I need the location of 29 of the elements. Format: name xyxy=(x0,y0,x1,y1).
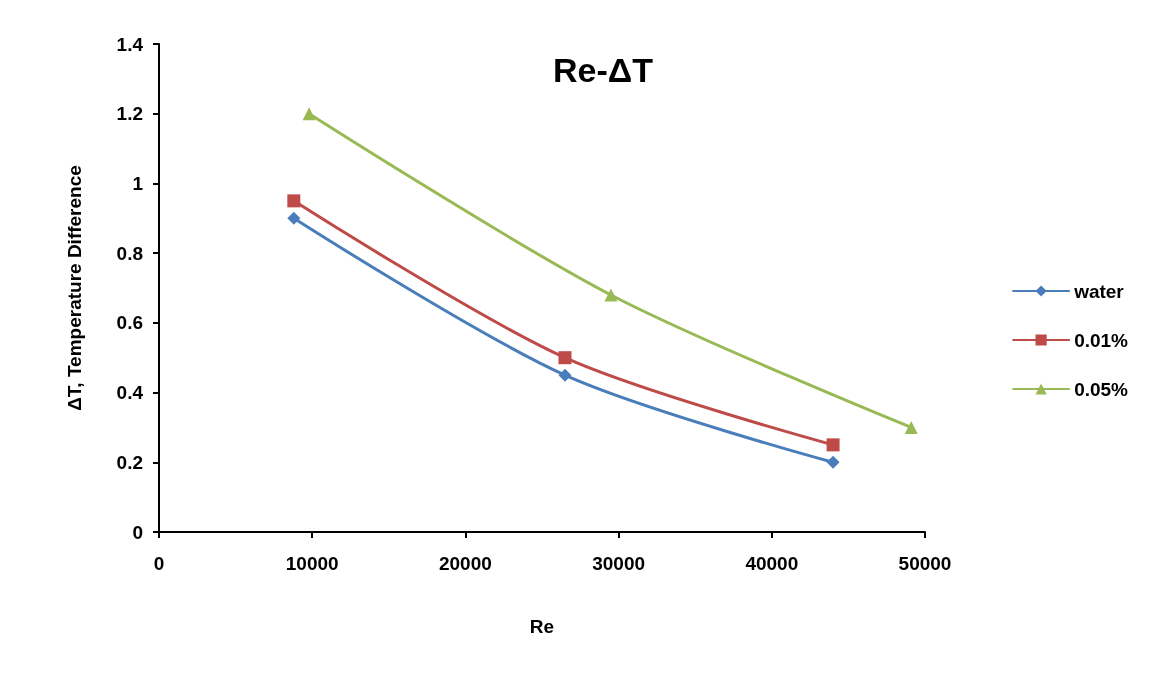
chart-title: Re-ΔT xyxy=(553,51,654,89)
legend-label: 0.01% xyxy=(1074,329,1129,351)
x-tick-label: 10000 xyxy=(285,553,339,574)
point xyxy=(287,211,301,225)
y-axis-title: ΔT, Temperature Difference xyxy=(64,165,85,411)
x-tick-label: 50000 xyxy=(898,553,952,574)
point xyxy=(302,107,316,121)
y-tick-label: 0.6 xyxy=(116,312,143,334)
point xyxy=(287,194,301,208)
y-tick-label: 0.4 xyxy=(116,382,144,404)
y-tick-label: 1.4 xyxy=(116,33,144,55)
x-tick-label: 0 xyxy=(153,553,165,574)
x-tick-label: 30000 xyxy=(592,553,646,574)
x-axis-title: Re xyxy=(529,616,555,637)
x-tick-label: 20000 xyxy=(438,553,492,574)
point xyxy=(826,455,840,469)
point xyxy=(558,351,572,365)
y-tick-label: 0.2 xyxy=(116,451,143,473)
point xyxy=(826,438,840,452)
legend-label: water xyxy=(1073,280,1125,302)
y-tick-label: 1 xyxy=(132,172,144,194)
x-tick-label: 40000 xyxy=(745,553,799,574)
y-tick-label: 0 xyxy=(132,521,143,543)
y-tick-label: 0.8 xyxy=(116,242,143,264)
y-tick-label: 1.2 xyxy=(116,103,143,125)
point xyxy=(558,368,572,382)
point xyxy=(904,420,918,434)
legend-label: 0.05% xyxy=(1074,378,1129,400)
point xyxy=(604,288,618,302)
